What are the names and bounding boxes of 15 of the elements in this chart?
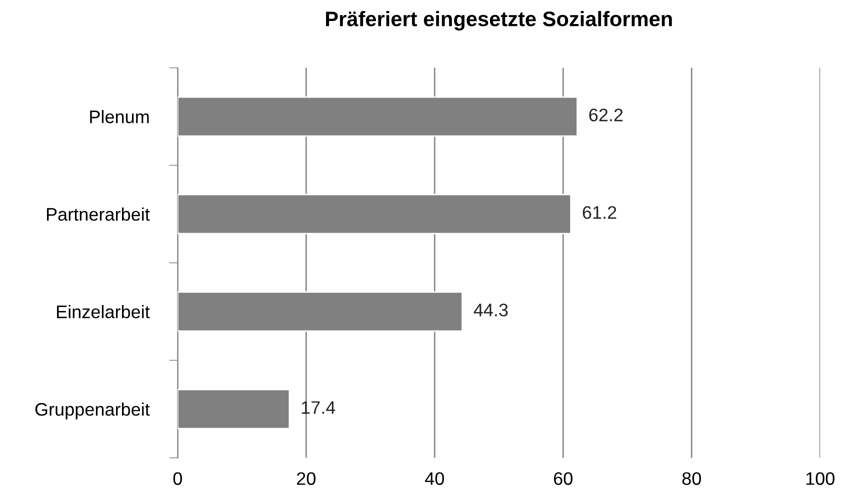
y-tick-label: Partnerarbeit	[47, 208, 150, 221]
data-label: 62.2	[589, 108, 623, 122]
x-tick-label: 60	[554, 472, 572, 485]
x-tick-label: 40	[425, 472, 444, 485]
x-tick-label: 20	[297, 472, 316, 485]
chart-title: Präferiert eingesetzte Sozialformen	[326, 11, 672, 31]
data-label: 44.3	[474, 304, 508, 316]
x-tick-label: 80	[682, 472, 701, 485]
data-label: 17.4	[302, 401, 336, 414]
data-label: 61.2	[582, 206, 616, 219]
y-tick-label: Plenum	[90, 110, 149, 124]
y-tick-label: Einzelarbeit	[57, 305, 150, 318]
x-tick-label: 0	[173, 472, 182, 485]
y-tick-label: Gruppenarbeit	[35, 402, 150, 420]
x-tick-label: 100	[806, 472, 834, 485]
